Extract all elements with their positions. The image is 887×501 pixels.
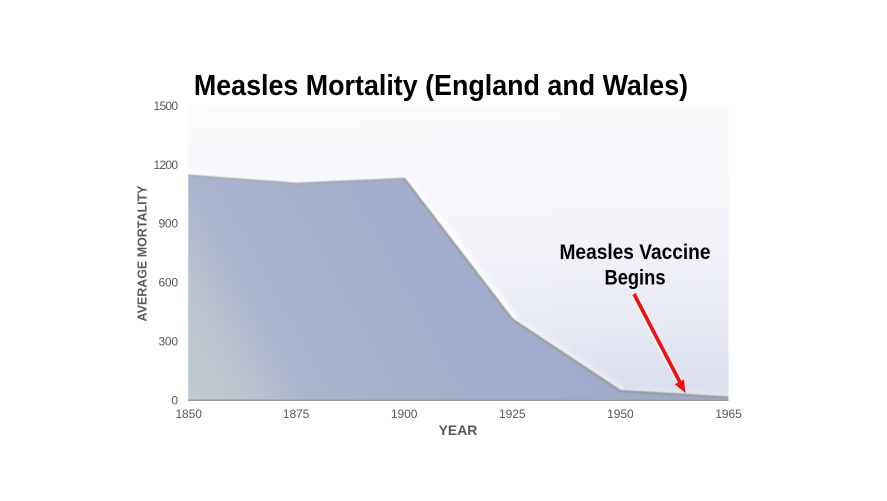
svg-text:1925: 1925 bbox=[499, 407, 526, 421]
svg-text:1200: 1200 bbox=[154, 158, 179, 172]
svg-text:900: 900 bbox=[159, 217, 179, 231]
svg-text:Measles Mortality (England and: Measles Mortality (England and Wales) bbox=[194, 69, 688, 101]
svg-text:300: 300 bbox=[159, 335, 179, 349]
svg-text:Begins: Begins bbox=[605, 265, 666, 289]
svg-text:1900: 1900 bbox=[391, 407, 418, 421]
svg-text:1500: 1500 bbox=[154, 99, 179, 113]
svg-text:1950: 1950 bbox=[607, 407, 634, 421]
svg-text:AVERAGE MORTALITY: AVERAGE MORTALITY bbox=[135, 185, 150, 321]
svg-text:Measles Vaccine: Measles Vaccine bbox=[560, 240, 711, 264]
svg-text:1875: 1875 bbox=[283, 407, 310, 421]
svg-text:1965: 1965 bbox=[715, 407, 742, 421]
svg-text:1850: 1850 bbox=[175, 407, 202, 421]
svg-text:YEAR: YEAR bbox=[439, 422, 478, 438]
svg-text:600: 600 bbox=[159, 276, 179, 290]
svg-text:0: 0 bbox=[171, 393, 178, 407]
